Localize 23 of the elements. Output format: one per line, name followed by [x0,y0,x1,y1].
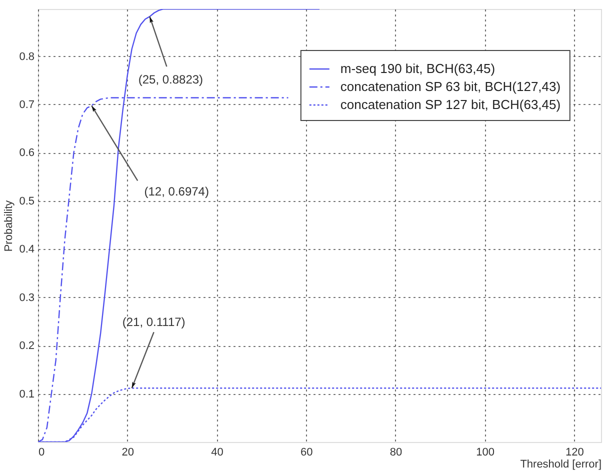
y-tick-label: 0.8 [19,50,34,63]
annotation: (12, 0.6974) [144,184,209,199]
x-axis-title: Threshold [error] [520,458,602,470]
y-tick-label: 0.3 [19,292,34,304]
annotation: (25, 0.8823) [138,72,204,87]
y-axis-title: Probability [3,200,16,252]
x-tick-label: 100 [476,446,495,458]
y-tick-label: 0.5 [19,195,34,208]
y-tick-label: 0.7 [19,98,34,111]
y-tick-label: 0.4 [19,244,34,256]
legend-label: concatenation SP 63 bit, BCH(127,43) [340,79,561,94]
y-tick-label: 0.2 [19,340,34,352]
legend-label: m-seq 190 bit, BCH(63,45) [340,61,496,76]
y-tick-label: 0.1 [19,388,34,400]
x-tick-label: 120 [566,446,584,458]
x-tick-label: 80 [390,446,402,458]
x-tick-label: 0 [38,446,45,458]
x-tick-label: 60 [300,446,313,458]
x-tick-label: 40 [211,446,224,458]
y-tick-label: 0.6 [19,147,34,160]
annotation: (21, 0.1117) [122,315,186,330]
legend-label: concatenation SP 127 bit, BCH(63,45) [340,97,561,112]
x-tick-label: 20 [122,446,134,458]
